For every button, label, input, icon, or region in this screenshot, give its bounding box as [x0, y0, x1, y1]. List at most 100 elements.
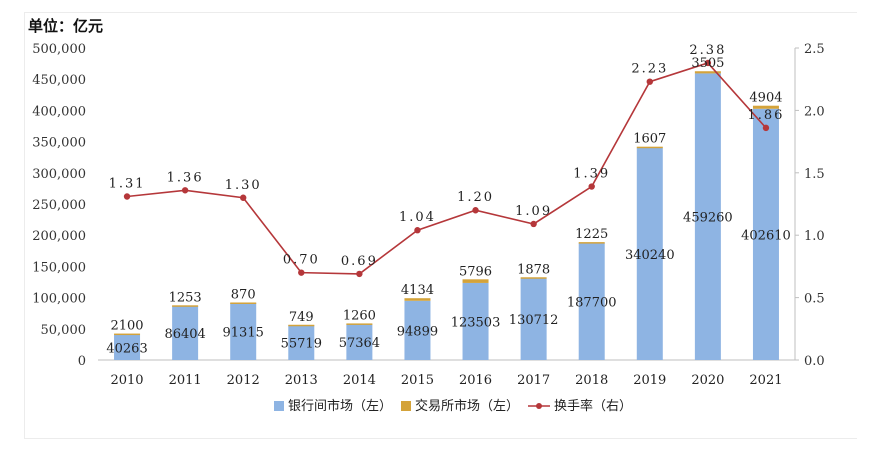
bar-interbank	[462, 282, 489, 360]
y-left-tick-label: 150,000	[32, 260, 86, 275]
x-tick-label: 2010	[110, 373, 143, 388]
label-interbank-value: 94899	[397, 324, 438, 339]
bar-exchange	[636, 146, 663, 149]
label-turnover-value: 1.20	[457, 190, 494, 205]
y-right-tick-label: 0.0	[804, 354, 825, 369]
bar-exchange	[172, 305, 199, 307]
bar-interbank	[578, 242, 605, 360]
label-interbank-value: 55719	[281, 337, 322, 352]
y-left-tick-label: 500,000	[32, 42, 86, 57]
x-tick-label: 2017	[517, 373, 550, 388]
turnover-point	[181, 187, 189, 194]
bar-exchange	[578, 242, 605, 244]
label-turnover-value: 1.86	[747, 108, 784, 123]
bar-interbank	[694, 73, 721, 361]
turnover-point	[356, 270, 363, 278]
y-left-tick-label: 350,000	[32, 136, 86, 151]
label-interbank-value: 130712	[509, 313, 559, 328]
bar-exchange	[694, 71, 721, 74]
x-tick-label: 2014	[343, 373, 376, 388]
label-turnover-value: 1.04	[399, 210, 436, 225]
bar-interbank	[288, 325, 315, 360]
bar-interbank	[230, 303, 257, 360]
x-tick-label: 2015	[401, 373, 434, 388]
bar-exchange	[404, 298, 431, 301]
x-tick-label: 2019	[633, 373, 666, 388]
bar-exchange	[462, 279, 489, 283]
bar-exchange	[230, 302, 257, 304]
y-right-tick-label: 0.5	[804, 292, 825, 307]
label-turnover-value: 2.23	[631, 62, 668, 77]
legend-swatch-interbank	[274, 401, 284, 411]
y-left-tick-label: 50,000	[41, 323, 87, 338]
y-right-tick-label: 1.5	[804, 167, 825, 182]
bar-interbank	[172, 306, 199, 360]
bar-exchange	[346, 323, 373, 325]
label-turnover-value: 1.39	[573, 167, 610, 182]
label-turnover-value: 0.70	[283, 253, 320, 268]
turnover-point	[646, 78, 653, 85]
legend-swatch-exchange	[401, 401, 411, 411]
y-right-tick-label: 1.0	[804, 229, 825, 244]
bar-interbank	[636, 147, 663, 360]
turnover-point	[762, 124, 770, 132]
y-right-tick-label: 2.5	[804, 42, 825, 57]
y-left-tick-label: 250,000	[32, 198, 86, 213]
bar-exchange	[520, 277, 547, 279]
label-exchange-value: 749	[289, 310, 314, 325]
label-interbank-value: 340240	[625, 248, 675, 263]
x-tick-label: 2021	[749, 373, 782, 388]
label-exchange-value: 3505	[691, 56, 724, 71]
label-exchange-value: 1878	[517, 262, 550, 277]
bar-interbank	[520, 278, 547, 360]
chart-frame	[24, 12, 857, 439]
x-tick-label: 2013	[285, 373, 318, 388]
turnover-point	[414, 227, 421, 234]
legend-label-turnover: 换手率（右）	[554, 398, 632, 414]
y-left-tick-label: 400,000	[32, 104, 86, 119]
turnover-polyline	[126, 62, 767, 275]
label-turnover-value: 0.69	[341, 254, 378, 269]
bar-interbank	[404, 300, 431, 360]
label-turnover-value: 2.38	[689, 43, 726, 58]
y-left-tick-label: 200,000	[32, 229, 86, 244]
bars	[114, 71, 779, 361]
bar-exchange	[114, 333, 141, 336]
x-tick-label: 2016	[459, 373, 492, 388]
label-interbank-value: 123503	[451, 315, 501, 330]
x-tick-label: 2018	[575, 373, 608, 388]
turnover-point	[704, 59, 712, 67]
label-interbank-value: 57364	[339, 336, 380, 351]
y-left-tick-label: 0	[78, 354, 86, 369]
data-labels: 40263 2100 86404 1253 91315 870 55719 749 57364 1…	[106, 43, 790, 356]
turnover-point	[123, 193, 131, 200]
turnover-point	[240, 194, 247, 201]
label-turnover-value: 1.36	[167, 170, 204, 185]
label-exchange-value: 4134	[401, 283, 434, 298]
label-exchange-value: 1260	[343, 308, 376, 323]
turnover-point	[588, 183, 595, 190]
legend: 银行间市场（左） 交易所市场（左） 换手率（右）	[274, 398, 632, 414]
label-exchange-value: 1225	[575, 227, 608, 242]
x-tick-label: 2011	[169, 373, 202, 388]
y-left-tick-label: 450,000	[32, 73, 86, 88]
axes: 0 50,000 100,000 150,000 200,000 250,000 300,0…	[32, 42, 824, 388]
turnover-point	[530, 220, 537, 228]
bar-interbank	[752, 108, 779, 360]
x-tick-label: 2012	[227, 373, 260, 388]
label-interbank-value: 86404	[164, 327, 205, 342]
label-exchange-value: 2100	[110, 319, 143, 334]
bar-exchange	[288, 324, 315, 327]
label-turnover-value: 1.09	[515, 204, 552, 219]
legend-marker-turnover	[536, 403, 542, 409]
legend-label-exchange: 交易所市场（左）	[415, 398, 519, 414]
y-right-tick-label: 2.0	[804, 104, 825, 119]
label-exchange-value: 870	[231, 287, 256, 302]
turnover-line	[123, 59, 770, 278]
y-left-tick-label: 100,000	[32, 292, 86, 307]
label-interbank-value: 402610	[741, 228, 791, 243]
y-left-tick-label: 300,000	[32, 167, 86, 182]
label-exchange-value: 4904	[749, 91, 782, 106]
bar-interbank	[346, 324, 373, 360]
